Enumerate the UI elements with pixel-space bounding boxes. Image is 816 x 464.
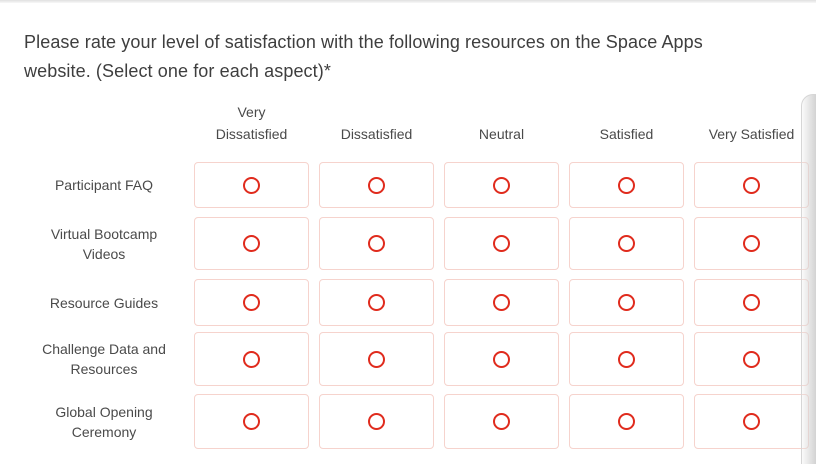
radio-option-participant-faq-dissatisfied[interactable] (319, 162, 434, 208)
radio-circle-icon[interactable] (368, 176, 385, 194)
radio-circle-icon[interactable] (243, 413, 260, 430)
radio-circle-icon[interactable] (618, 294, 635, 311)
radio-circle-icon[interactable] (243, 350, 260, 368)
radio-option-resource-guides-very-satisfied[interactable] (694, 279, 809, 326)
radio-circle-icon[interactable] (243, 176, 260, 194)
radio-option-challenge-data-and-resources-very-dissatisfied[interactable] (194, 332, 309, 386)
column-header-very-dissatisfied: Very Dissatisfied (215, 104, 288, 142)
radio-option-resource-guides-dissatisfied[interactable] (319, 279, 434, 326)
radio-circle-icon[interactable] (243, 294, 260, 311)
radio-option-resource-guides-very-dissatisfied[interactable] (194, 279, 309, 326)
row-label: Resource Guides (49, 294, 159, 311)
question-text: Please rate your level of satisfaction w… (24, 32, 703, 81)
radio-option-global-opening-ceremony-very-dissatisfied[interactable] (194, 394, 309, 449)
radio-option-participant-faq-satisfied[interactable] (569, 162, 684, 208)
radio-circle-icon[interactable] (743, 350, 760, 368)
radio-circle-icon[interactable] (243, 235, 260, 252)
radio-option-global-opening-ceremony-very-satisfied[interactable] (694, 394, 809, 449)
column-header-satisfied: Satisfied (599, 126, 654, 142)
radio-option-global-opening-ceremony-satisfied[interactable] (569, 394, 684, 449)
radio-circle-icon[interactable] (493, 176, 510, 194)
top-divider (0, 0, 816, 3)
radio-option-virtual-bootcamp-videos-satisfied[interactable] (569, 217, 684, 270)
radio-circle-icon[interactable] (493, 235, 510, 252)
matrix-row-participant-faq: Participant FAQ (24, 162, 809, 208)
radio-circle-icon[interactable] (493, 294, 510, 311)
radio-option-resource-guides-satisfied[interactable] (569, 279, 684, 326)
column-header-very-satisfied: Very Satisfied (708, 126, 795, 142)
row-label: Virtual Bootcamp Videos (50, 225, 158, 262)
matrix-row-challenge-data-and-resources: Challenge Data and Resources (24, 332, 809, 386)
radio-circle-icon[interactable] (368, 350, 385, 368)
row-label: Challenge Data and Resources (42, 341, 166, 377)
radio-circle-icon[interactable] (493, 413, 510, 430)
radio-circle-icon[interactable] (743, 413, 760, 430)
matrix-header-row: Very Dissatisfied Dissatisfied Neutral S… (24, 90, 809, 145)
radio-option-virtual-bootcamp-videos-neutral[interactable] (444, 217, 559, 270)
matrix-row-virtual-bootcamp-videos: Virtual Bootcamp Videos (24, 217, 809, 270)
row-label: Participant FAQ (54, 177, 154, 193)
radio-option-virtual-bootcamp-videos-very-dissatisfied[interactable] (194, 217, 309, 270)
radio-option-global-opening-ceremony-neutral[interactable] (444, 394, 559, 449)
column-header-neutral: Neutral (478, 126, 525, 142)
radio-option-challenge-data-and-resources-satisfied[interactable] (569, 332, 684, 386)
radio-circle-icon[interactable] (493, 350, 510, 368)
radio-circle-icon[interactable] (368, 294, 385, 311)
radio-circle-icon[interactable] (618, 413, 635, 430)
radio-circle-icon[interactable] (743, 235, 760, 252)
radio-circle-icon[interactable] (368, 413, 385, 430)
radio-option-challenge-data-and-resources-dissatisfied[interactable] (319, 332, 434, 386)
matrix-rows: Participant FAQ Virtual Bootcamp Videos … (24, 162, 809, 449)
matrix-row-global-opening-ceremony: Global Opening Ceremony (24, 394, 809, 449)
radio-option-participant-faq-very-dissatisfied[interactable] (194, 162, 309, 208)
radio-circle-icon[interactable] (743, 176, 760, 194)
radio-circle-icon[interactable] (618, 235, 635, 252)
radio-option-challenge-data-and-resources-neutral[interactable] (444, 332, 559, 386)
satisfaction-matrix: Very Dissatisfied Dissatisfied Neutral S… (24, 90, 809, 449)
matrix-scrollbar-track[interactable] (801, 94, 816, 464)
column-header-dissatisfied: Dissatisfied (340, 126, 413, 142)
radio-circle-icon[interactable] (618, 176, 635, 194)
radio-option-global-opening-ceremony-dissatisfied[interactable] (319, 394, 434, 449)
radio-option-challenge-data-and-resources-very-satisfied[interactable] (694, 332, 809, 386)
matrix-row-resource-guides: Resource Guides (24, 279, 809, 326)
radio-circle-icon[interactable] (368, 235, 385, 252)
radio-option-virtual-bootcamp-videos-very-satisfied[interactable] (694, 217, 809, 270)
radio-circle-icon[interactable] (618, 350, 635, 368)
radio-option-resource-guides-neutral[interactable] (444, 279, 559, 326)
radio-option-participant-faq-neutral[interactable] (444, 162, 559, 208)
radio-option-participant-faq-very-satisfied[interactable] (694, 162, 809, 208)
row-label: Global Opening Ceremony (55, 403, 153, 440)
radio-option-virtual-bootcamp-videos-dissatisfied[interactable] (319, 217, 434, 270)
radio-circle-icon[interactable] (743, 294, 760, 311)
